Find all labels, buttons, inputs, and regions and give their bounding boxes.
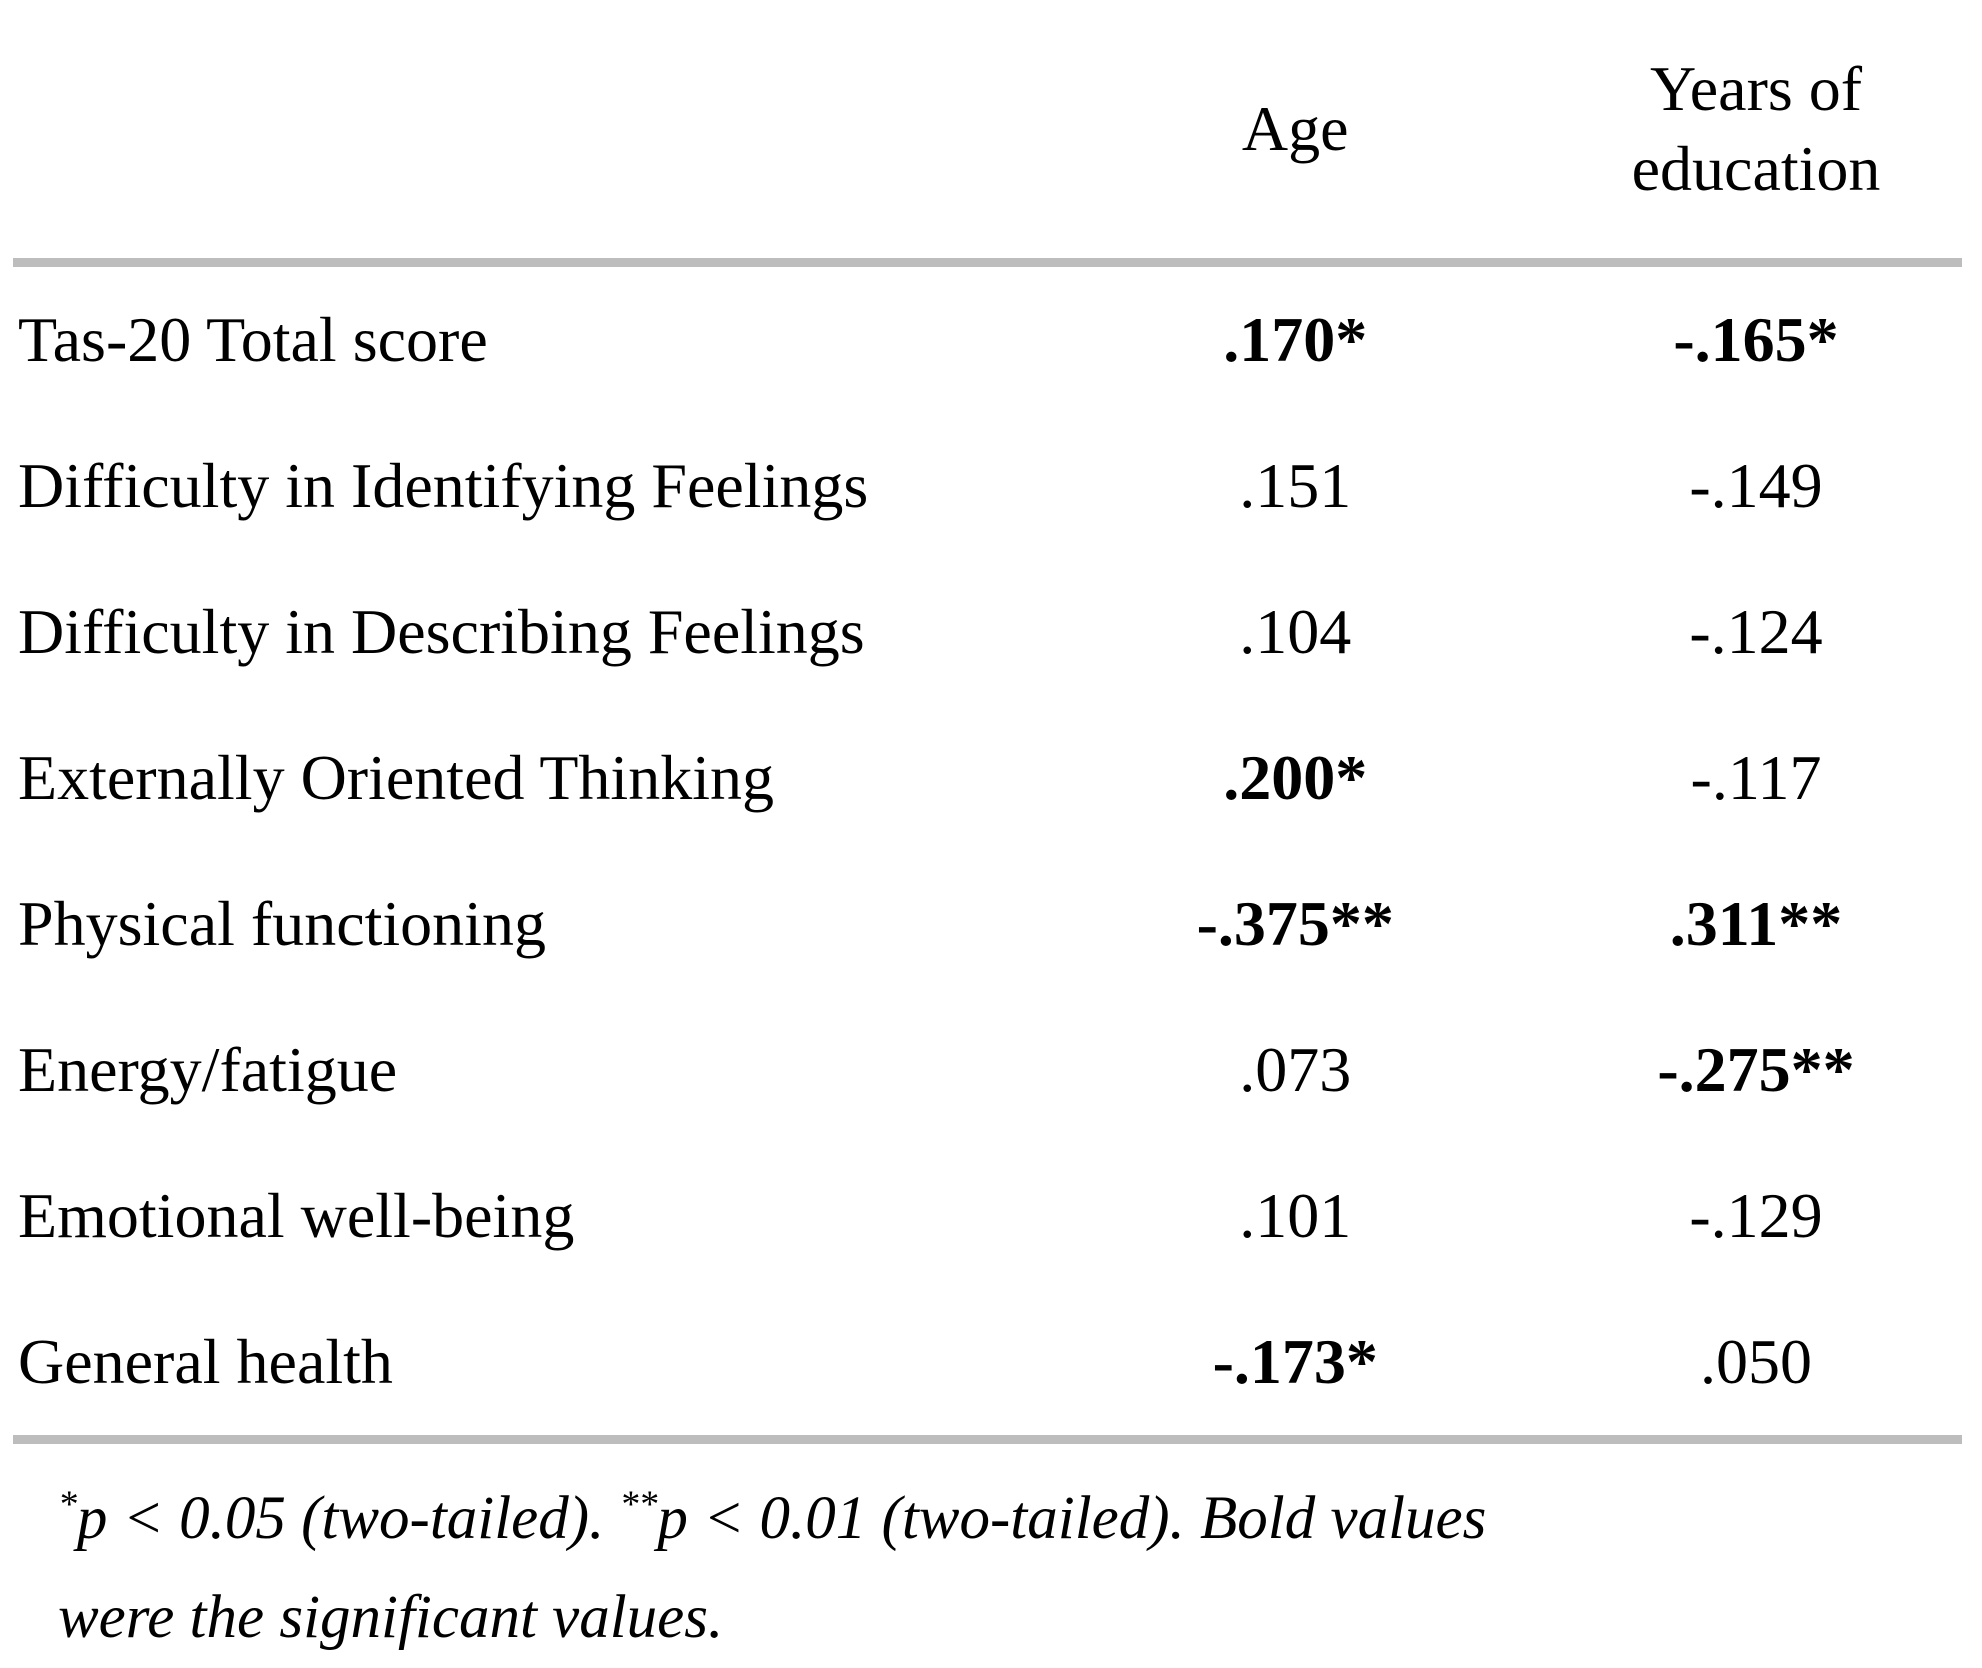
age-correlation-value: -.173* xyxy=(1212,1325,1378,1397)
table-header-row: Age Years of education xyxy=(0,0,1982,258)
row-label: Physical functioning xyxy=(18,887,546,959)
table-row: Externally Oriented Thinking .200* -.117 xyxy=(0,705,1982,851)
table-row: Difficulty in Describing Feelings .104 -… xyxy=(0,559,1982,705)
footnote-significance-text-2: p < 0.01 (two-tailed). xyxy=(657,1485,1201,1552)
table-body: Tas-20 Total score .170* -.165* Difficul… xyxy=(0,267,1982,1435)
row-label: General health xyxy=(18,1325,393,1397)
footnote-significance-star-2: ** xyxy=(619,1483,658,1526)
row-label: Tas-20 Total score xyxy=(18,303,488,375)
row-label: Externally Oriented Thinking xyxy=(18,741,774,813)
row-label: Difficulty in Describing Feelings xyxy=(18,595,865,667)
table-footnote: *p < 0.05 (two-tailed). **p < 0.01 (two-… xyxy=(0,1444,1560,1668)
row-label: Energy/fatigue xyxy=(18,1033,398,1105)
education-correlation-value: .311** xyxy=(1669,887,1843,959)
education-correlation-value: -.124 xyxy=(1689,595,1823,667)
header-divider-rule xyxy=(13,258,1962,267)
education-correlation-value: .050 xyxy=(1700,1325,1813,1397)
footnote-significance-text-1: p < 0.05 (two-tailed). xyxy=(76,1485,620,1552)
age-correlation-value: .151 xyxy=(1239,449,1352,521)
table-row: Emotional well-being .101 -.129 xyxy=(0,1143,1982,1289)
age-correlation-value: .104 xyxy=(1239,595,1352,667)
age-correlation-value: .073 xyxy=(1239,1033,1352,1105)
table-row: Tas-20 Total score .170* -.165* xyxy=(0,267,1982,413)
footnote-bold-note: Bold values were the significant values. xyxy=(58,1485,1487,1651)
table-row: Energy/fatigue .073 -.275** xyxy=(0,997,1982,1143)
education-correlation-value: -.275** xyxy=(1657,1033,1855,1105)
education-correlation-value: -.165* xyxy=(1673,303,1839,375)
table-row: Difficulty in Identifying Feelings .151 … xyxy=(0,413,1982,559)
footnote-significance-star-1: * xyxy=(58,1483,77,1526)
column-header-age: Age xyxy=(1241,92,1349,164)
row-label: Emotional well-being xyxy=(18,1179,575,1251)
column-header-years-of-education: Years of education xyxy=(1631,53,1881,204)
table-row: General health -.173* .050 xyxy=(0,1289,1982,1435)
age-correlation-value: -.375** xyxy=(1196,887,1394,959)
age-correlation-value: .170* xyxy=(1223,303,1368,375)
row-label: Difficulty in Identifying Feelings xyxy=(18,449,869,521)
age-correlation-value: .101 xyxy=(1239,1179,1352,1251)
education-correlation-value: -.117 xyxy=(1690,741,1822,813)
education-correlation-value: -.149 xyxy=(1689,449,1823,521)
age-correlation-value: .200* xyxy=(1223,741,1368,813)
footer-divider-rule xyxy=(13,1435,1962,1444)
education-correlation-value: -.129 xyxy=(1689,1179,1823,1251)
table-row: Physical functioning -.375** .311** xyxy=(0,851,1982,997)
